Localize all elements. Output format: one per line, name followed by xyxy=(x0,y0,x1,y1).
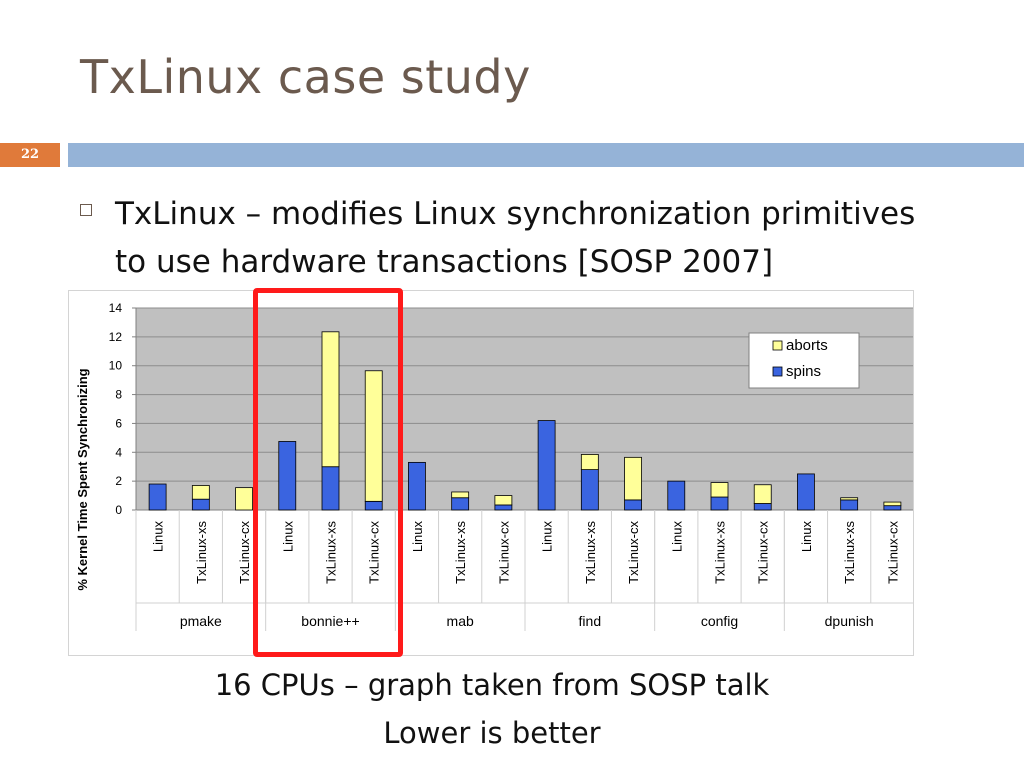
bar-aborts xyxy=(235,487,253,511)
bar-spins xyxy=(408,461,426,511)
x-tick-label: Linux xyxy=(540,521,555,553)
group-label: find xyxy=(579,613,602,629)
legend-label-spins: spins xyxy=(786,363,821,380)
bar-spins xyxy=(667,480,686,511)
slide-number: 22 xyxy=(0,143,60,167)
x-tick-label: TxLinux-xs xyxy=(453,521,468,584)
x-tick-label: Linux xyxy=(280,521,295,553)
x-tick-label: TxLinux-xs xyxy=(842,521,857,584)
y-tick-label: 12 xyxy=(109,330,123,344)
x-tick-label: TxLinux-cx xyxy=(885,521,900,584)
legend-swatch-spins xyxy=(772,366,783,377)
group-label: config xyxy=(701,613,738,629)
x-tick-label: TxLinux-cx xyxy=(496,521,511,584)
bar-spins xyxy=(537,420,556,511)
bar-spins xyxy=(494,504,513,511)
x-tick-label: TxLinux-cx xyxy=(626,521,641,584)
bar-aborts xyxy=(580,454,599,470)
bar-spins xyxy=(191,498,210,511)
x-tick-label: TxLinux-xs xyxy=(324,521,339,584)
x-tick-label: TxLinux-xs xyxy=(713,521,728,584)
stacked-bar-chart: 0 2 4 6 8 10 12 14 % Kernel Time Spent Synchroni… xyxy=(68,290,914,656)
caption-line-2: Lower is better xyxy=(383,716,601,750)
bar-aborts xyxy=(364,370,383,502)
x-tick-label: Linux xyxy=(151,521,166,553)
bar-aborts xyxy=(321,331,340,468)
bar-spins xyxy=(710,496,729,511)
bar-spins xyxy=(883,505,902,511)
bar-spins xyxy=(624,499,642,511)
bar-spins xyxy=(753,503,772,511)
group-label: pmake xyxy=(180,613,222,629)
y-tick-label: 6 xyxy=(115,416,122,430)
bar-aborts xyxy=(191,485,210,500)
x-tick-label: TxLinux-cx xyxy=(756,521,771,584)
bar-spins xyxy=(148,483,167,511)
bar-aborts xyxy=(710,482,729,498)
x-tick-label: TxLinux-cx xyxy=(367,521,382,584)
group-label: mab xyxy=(447,613,474,629)
bar-spins xyxy=(451,497,470,511)
slide-title: TxLinux case study xyxy=(80,50,531,104)
group-label: dpunish xyxy=(825,613,874,629)
y-tick-label: 4 xyxy=(115,445,122,459)
bullet-line-2: to use hardware transactions [SOSP 2007] xyxy=(115,244,774,280)
bullet-text: TxLinux – modifies Linux synchronization… xyxy=(115,190,1015,286)
x-tick-label: TxLinux-xs xyxy=(194,521,209,584)
bar-spins xyxy=(278,441,297,511)
bullet-square-icon xyxy=(80,204,92,216)
legend-box xyxy=(748,332,860,389)
group-label: bonnie++ xyxy=(301,613,359,629)
y-tick-label: 0 xyxy=(115,503,122,517)
bullet-line-1: TxLinux – modifies Linux synchronization… xyxy=(115,196,916,232)
x-tick-label: TxLinux-cx xyxy=(237,521,252,584)
x-tick-label: Linux xyxy=(410,521,425,553)
bar-aborts xyxy=(840,497,859,501)
title-accent-bar xyxy=(68,143,1024,167)
y-axis-title: % Kernel Time Spent Synchronizing xyxy=(75,368,90,590)
bar-spins xyxy=(840,499,859,511)
highlight-box-bonnie xyxy=(253,288,403,657)
legend-label-aborts: aborts xyxy=(786,337,828,354)
bar-aborts xyxy=(624,456,642,501)
bar-aborts xyxy=(494,495,513,506)
bar-aborts xyxy=(883,501,902,507)
bar-spins xyxy=(580,469,599,511)
legend-swatch-aborts xyxy=(772,340,783,351)
y-tick-label: 8 xyxy=(115,388,122,402)
y-tick-label: 2 xyxy=(115,474,122,488)
y-tick-label: 14 xyxy=(109,301,123,315)
bar-aborts xyxy=(451,491,470,499)
bar-spins xyxy=(797,473,815,511)
x-tick-label: Linux xyxy=(799,521,814,553)
y-tick-label: 10 xyxy=(109,359,123,373)
bar-aborts xyxy=(753,484,772,504)
x-tick-label: TxLinux-xs xyxy=(583,521,598,584)
x-tick-label: Linux xyxy=(669,521,684,553)
caption-line-1: 16 CPUs – graph taken from SOSP talk xyxy=(214,668,770,702)
